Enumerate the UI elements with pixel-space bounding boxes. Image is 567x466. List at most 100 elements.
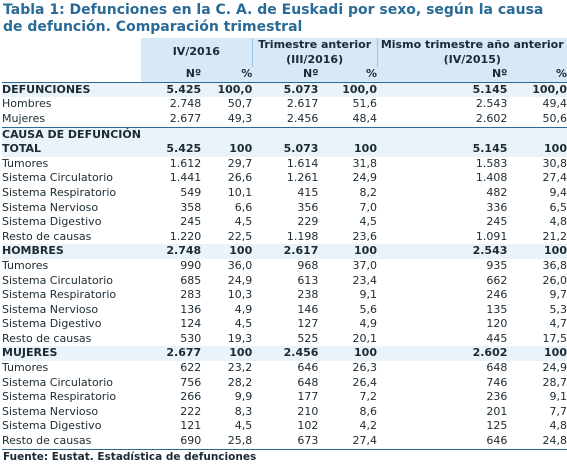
cell-count: 245 — [486, 215, 508, 229]
cell-count: 968 — [297, 258, 319, 272]
cell-percent: 6,6 — [234, 200, 253, 214]
cell-count: 2.617 — [286, 97, 319, 111]
cell-percent: 48,4 — [352, 111, 378, 125]
cell-percent: 100 — [201, 142, 253, 157]
cell-percent: 4,7 — [549, 317, 567, 331]
cell-percent: 23,2 — [227, 361, 253, 375]
cell-count: 210 — [297, 404, 319, 418]
cell-count: 125 — [486, 419, 508, 433]
cell-percent: 4,5 — [234, 317, 253, 331]
cell-percent: 22,5 — [227, 229, 253, 243]
cell-percent: 5,3 — [549, 302, 567, 316]
cell-percent: 4,5 — [234, 215, 253, 229]
cell-count: 238 — [297, 288, 319, 302]
cell-percent: 100 — [507, 244, 567, 259]
cell-count: 990 — [180, 258, 202, 272]
cell-percent: 100,0 — [318, 81, 377, 98]
period-header-same-quarter-last-year: Mismo trimestre año anterior (IV/2015) — [376, 38, 567, 68]
cell-percent: 24,9 — [352, 171, 378, 185]
row-label: Sistema Circulatorio — [2, 171, 113, 185]
cell-percent: 7,2 — [359, 390, 378, 404]
table-row: DEFUNCIONES 5.425 100,0 5.073 100,0 5.145 100,… — [2, 81, 567, 98]
cell-count: 5.425 — [140, 142, 202, 157]
cell-percent: 50,7 — [227, 97, 253, 111]
table-row: CAUSA DE DEFUNCIÓN — [2, 126, 567, 143]
cell-count: 1.091 — [475, 229, 508, 243]
cell-percent: 4,8 — [549, 215, 567, 229]
cell-count: 5.425 — [140, 81, 202, 98]
cell-percent: 19,3 — [227, 331, 253, 345]
cell-percent: 21,2 — [542, 229, 567, 243]
cell-percent: 51,6 — [352, 97, 378, 111]
cell-percent: 7,7 — [549, 404, 567, 418]
table-row: Tumores 1.612 29,7 1.614 31,8 1.583 30,8 — [2, 157, 567, 172]
cell-percent: 50,6 — [542, 111, 567, 125]
table-row: Resto de causas 1.220 22,5 1.198 23,6 1.091 21… — [2, 230, 567, 245]
cell-count: 177 — [297, 390, 319, 404]
period-header-previous-quarter: Trimestre anterior (III/2016) — [251, 38, 377, 68]
cell-percent: 9,9 — [234, 390, 253, 404]
cell-count: 1.198 — [286, 229, 319, 243]
row-label: Resto de causas — [2, 229, 92, 243]
table-row: TOTAL 5.425 100 5.073 100 5.145 100 — [2, 142, 567, 157]
cell-count: 1.612 — [169, 156, 202, 170]
period-header-current: IV/2016 — [140, 38, 253, 68]
col-header-n: Nº — [377, 67, 508, 83]
table-row: Resto de causas 530 19,3 525 20,1 445 17,5 — [2, 332, 567, 347]
cell-percent: 26,4 — [352, 375, 378, 389]
row-label: Resto de causas — [2, 331, 92, 345]
cell-count: 756 — [180, 375, 202, 389]
cell-percent — [201, 126, 253, 143]
row-label: HOMBRES — [2, 244, 141, 259]
cell-percent: 100 — [201, 244, 253, 259]
row-label: Tumores — [2, 361, 49, 375]
table-row: Sistema Digestivo 121 4,5 102 4,2 125 4,8 — [2, 419, 567, 434]
cell-percent — [507, 126, 567, 143]
cell-percent: 7,0 — [359, 200, 378, 214]
cell-count: 648 — [486, 361, 508, 375]
cell-count: 2.602 — [475, 111, 508, 125]
row-label: Sistema Respiratorio — [2, 390, 117, 404]
cell-count: 648 — [297, 375, 319, 389]
table-row: Sistema Nervioso 358 6,6 356 7,0 336 6,5 — [2, 201, 567, 216]
cell-count: 229 — [297, 215, 319, 229]
cell-count: 283 — [180, 288, 202, 302]
cell-percent: 4,9 — [359, 317, 378, 331]
cell-count: 2.677 — [140, 346, 202, 362]
cell-percent: 31,8 — [352, 156, 378, 170]
cell-percent: 24,8 — [507, 434, 567, 450]
cell-percent: 9,1 — [549, 390, 567, 404]
col-header-n: Nº — [252, 67, 319, 83]
cell-count: 2.543 — [377, 244, 508, 259]
cell-count: 525 — [297, 331, 319, 345]
cell-percent: 49,3 — [227, 111, 253, 125]
cell-count: 2.602 — [377, 346, 508, 362]
cell-count: 201 — [486, 404, 508, 418]
row-label: Sistema Respiratorio — [2, 185, 117, 199]
cell-count: 549 — [180, 185, 202, 199]
table-row: Sistema Nervioso 136 4,9 146 5,6 135 5,3 — [2, 303, 567, 318]
cell-count: 127 — [297, 317, 319, 331]
cell-count: 356 — [297, 200, 319, 214]
cell-percent: 100 — [201, 346, 253, 362]
cell-percent: 30,8 — [542, 156, 567, 170]
cell-percent: 8,6 — [359, 404, 378, 418]
cell-count: 935 — [486, 258, 508, 272]
data-table: IV/2016 Trimestre anterior (III/2016) Mi… — [2, 38, 567, 450]
cell-percent: 6,5 — [549, 200, 567, 214]
cell-percent: 24,9 — [227, 273, 253, 287]
cell-count: 1.408 — [475, 171, 508, 185]
cell-count: 1.441 — [169, 171, 202, 185]
cell-percent: 17,5 — [542, 331, 567, 345]
cell-count: 135 — [486, 302, 508, 316]
row-label: Sistema Nervioso — [2, 302, 99, 316]
cell-count — [252, 126, 319, 143]
cell-count — [140, 126, 202, 143]
cell-count: 1.220 — [169, 229, 202, 243]
row-label: Sistema Circulatorio — [2, 273, 113, 287]
row-label: Resto de causas — [2, 434, 141, 450]
row-label: Sistema Nervioso — [2, 404, 99, 418]
row-label: DEFUNCIONES — [2, 81, 141, 98]
table-row: Mujeres 2.677 49,3 2.456 48,4 2.602 50,6 — [2, 112, 567, 127]
cell-percent: 27,4 — [318, 434, 377, 450]
